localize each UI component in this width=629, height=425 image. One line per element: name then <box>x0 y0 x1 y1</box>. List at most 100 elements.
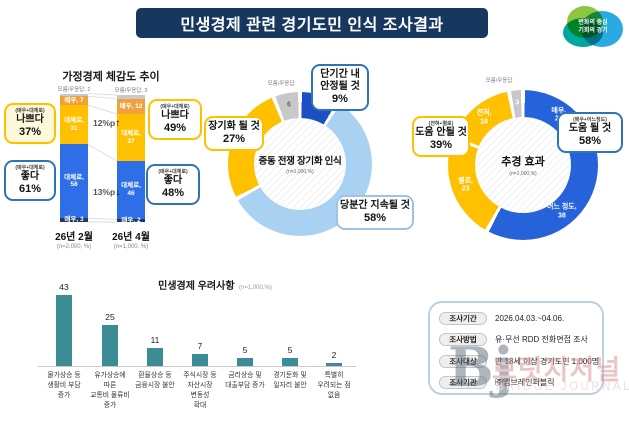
info-label-pill: 조사대상 <box>439 354 487 368</box>
donut-segment-label: 3 <box>515 99 520 107</box>
change-up-label: 12%p↑ <box>93 118 120 129</box>
callout-label: 좋다 <box>20 171 40 182</box>
bar-n-label: (n=2,000, %) <box>56 244 92 250</box>
callout-sub: (매우+대체로) <box>158 169 188 175</box>
trend-connector-lines <box>87 93 118 223</box>
bar-segment: 대체로, 58 <box>60 144 88 219</box>
war-dk-label: 모름/무응답 <box>267 81 295 87</box>
concern-bar-category: 환율상승 등 금융시장 불안 <box>135 372 175 389</box>
callout-value: 58% <box>578 135 602 147</box>
concern-bar-category: 특별히 우려되는 점 없음 <box>317 372 351 399</box>
callout-label: 장기화 될 것 <box>208 121 260 132</box>
bar-segment: 대체로, 37 <box>117 114 145 162</box>
callout-label: 좋다 <box>163 175 183 186</box>
info-label-pill: 조사기간 <box>439 311 487 325</box>
bar-segment-label: 매우, 7 <box>64 96 84 104</box>
concerns-chart-title: 민생경제 우려사항 (n=1,000,%) <box>70 276 360 294</box>
budget-donut-center: 추경 효과 (n=1,000,%) <box>475 117 571 213</box>
callout-continue: 당분간 지속될 것 58% <box>336 195 414 231</box>
info-label-pill: 조사방법 <box>439 333 487 346</box>
bar-month-label: 26년 2월 <box>55 232 93 243</box>
concern-bar-5 <box>237 357 253 366</box>
bar-segment: 대체로, 31 <box>60 105 88 145</box>
callout-short-term: 단기간 내 안정될 것 9% <box>311 64 369 112</box>
budget-donut-subtitle: (n=1,000,%) <box>509 171 537 177</box>
bar-segment: 매우, 3 <box>60 216 88 223</box>
callout-label: 나쁘다 <box>161 110 189 121</box>
callout-value: 37% <box>18 126 42 138</box>
logo-text-line2: 기회의 경기 <box>578 28 608 35</box>
callout-value: 61% <box>18 183 42 195</box>
bar-dk-label: 모름/무응답, 2 <box>57 86 91 93</box>
callout-value: 9% <box>332 93 348 105</box>
info-value: 만 18세 이상 경기도민 1,000명 <box>495 356 600 366</box>
bar-segment-label: 대체로, 31 <box>64 117 84 132</box>
concern-bar-value: 43 <box>59 282 69 293</box>
concern-bar-1 <box>56 295 72 366</box>
info-row-2: 조사방법 유·무선 RDD 전화면접 조사 <box>439 333 588 347</box>
concern-bar-value: 7 <box>197 341 203 352</box>
info-row-1: 조사기간 2026.04.03.~04.06. <box>439 311 564 325</box>
concerns-categories: 물가상승 등 생활비 부담 증가 유가상승에 따른 교통비 물류비 증가 환율상승 … <box>38 371 356 423</box>
concern-bar-3 <box>147 347 163 366</box>
concern-bar-value: 5 <box>242 344 248 355</box>
donut-segment-label: 별로, 23 <box>458 176 474 193</box>
callout-label: 단기간 내 안정될 것 <box>320 69 360 92</box>
callout-label: 도움 될 것 <box>568 123 612 134</box>
info-label-pill: 조사기관 <box>439 376 487 389</box>
change-up-text: 12%p <box>93 118 116 128</box>
callout-not-helpful: (전혀+별로) 도움 안될 것 39% <box>412 116 470 158</box>
concern-bar-value: 25 <box>105 311 115 322</box>
callout-helpful: (매우+어느정도) 도움 될 것 58% <box>557 112 623 154</box>
logo-text-line1: 변화의 중심 <box>578 20 608 26</box>
callout-value: 39% <box>429 139 453 151</box>
concern-bar-7 <box>326 362 342 366</box>
gyeonggi-province-logo: 변화의 중심 기회의 경기 <box>557 5 629 49</box>
donut-segment-label: 어느 정도, 38 <box>547 203 577 219</box>
war-donut-center: 중동 전쟁 장기화 인식 (n=1,000,%) <box>254 118 346 210</box>
donut-segment-label: 전혀, 16 <box>476 109 492 125</box>
concern-bar-category: 경기둔화 및 일자리 불안 <box>273 372 307 389</box>
concern-bar-category: 금리상승 및 대출부담 증가 <box>225 372 265 389</box>
logo-text: 변화의 중심 기회의 경기 <box>557 19 629 35</box>
callout-sub: (매우+대체로) <box>15 108 45 114</box>
household-trend-chart: 가정경제 체감도 추이 매우, 7 대체로, 31 대체로, 58 매우, 3 모름/무… <box>0 56 212 281</box>
callout-sub: (매우+어느정도) <box>573 117 607 123</box>
callout-label: 나쁘다 <box>16 114 44 125</box>
callout-value: 58% <box>363 212 387 224</box>
concern-bar-value: 11 <box>150 334 160 345</box>
change-down-label: 13%p↓ <box>93 187 120 198</box>
bar-segment-label: 대체로, 46 <box>121 182 141 198</box>
concern-bar-4 <box>192 354 208 366</box>
household-trend-title: 가정경제 체감도 추이 <box>62 71 160 83</box>
callout-value: 48% <box>161 187 185 199</box>
stacked-bar-2: 매우, 12 대체로, 37 대체로, 46 매우, 2 <box>117 95 145 224</box>
budget-donut-title: 추경 효과 <box>501 156 545 168</box>
callout-good-apr: (매우+대체로) 좋다 48% <box>146 164 200 206</box>
logo-teal-circle <box>563 18 603 47</box>
budget-dk-label: 모름/무응답 <box>485 78 513 84</box>
callout-label: 당분간 지속될 것 <box>340 200 410 211</box>
up-arrow-icon: ↑ <box>115 118 121 129</box>
callout-prolonged: 장기화 될 것 27% <box>204 116 264 152</box>
info-row-3: 조사대상 만 18세 이상 경기도민 1,000명 <box>439 354 599 368</box>
concerns-title-note: (n=1,000,%) <box>238 285 272 291</box>
bar-segment: 매우, 12 <box>117 98 145 115</box>
bar-segment: 매우, 7 <box>60 96 88 106</box>
callout-bad-apr: (매우+대체로) 나쁘다 49% <box>148 99 202 141</box>
bar-n-label: (n=1,000, %) <box>113 244 149 250</box>
callout-sub: (매우+대체로) <box>15 165 45 171</box>
bar-segment-label: 대체로, 37 <box>121 129 141 145</box>
bar-segment: 매우, 2 <box>117 217 145 224</box>
bar-dk-label: 모름/무응답, 3 <box>114 88 148 94</box>
callout-good-feb: (매우+대체로) 좋다 61% <box>4 160 56 202</box>
page-title: 민생경제 관련 경기도민 인식 조사결과 <box>136 8 488 38</box>
callout-value: 27% <box>222 133 246 145</box>
callout-sub: (전혀+별로) <box>428 121 454 127</box>
info-value: ㈜엠브레인퍼블릭 <box>495 378 555 387</box>
info-box: 조사기간 2026.04.03.~04.06. 조사방법 유·무선 RDD 전화면접 … <box>428 301 604 395</box>
callout-sub: (매우+대체로) <box>160 104 190 110</box>
change-down-text: 13%p <box>93 187 116 197</box>
concern-bar-2 <box>102 324 118 366</box>
info-value: 유·무선 RDD 전화면접 조사 <box>495 335 588 344</box>
